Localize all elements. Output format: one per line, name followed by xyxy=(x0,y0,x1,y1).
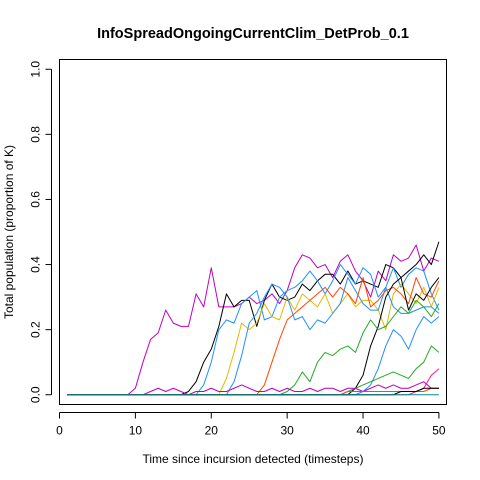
plot-frame xyxy=(59,59,447,405)
series-line-11 xyxy=(67,381,439,396)
x-tick-label-3: 30 xyxy=(280,424,294,438)
series-line-3 xyxy=(67,264,440,396)
x-axis-label: Time since incursion detected (timesteps… xyxy=(143,452,364,466)
series-line-8 xyxy=(67,316,440,396)
chart-title: InfoSpreadOngoingCurrentClim_DetProb_0.1 xyxy=(97,26,409,42)
y-tick-label-0: 0.0 xyxy=(29,386,43,403)
series-layer xyxy=(67,241,440,396)
series-line-5 xyxy=(67,277,440,396)
series-line-12 xyxy=(67,368,440,396)
series-line-1 xyxy=(67,244,440,396)
x-tick-label-4: 40 xyxy=(356,424,370,438)
series-line-13 xyxy=(67,387,439,396)
axes-layer: 0 10 20 30 40 50 0.0 0.2 0.4 0.6 0.8 1.0 xyxy=(29,61,446,438)
y-tick-label-2: 0.4 xyxy=(29,256,43,273)
x-tick-label-1: 10 xyxy=(129,424,143,438)
y-tick-label-1: 0.2 xyxy=(29,321,43,338)
y-tick-label-4: 0.8 xyxy=(29,126,43,143)
y-tick-label-3: 0.6 xyxy=(29,191,43,208)
x-tick-label-2: 20 xyxy=(205,424,219,438)
y-tick-label-5: 1.0 xyxy=(29,61,43,78)
x-tick-label-5: 50 xyxy=(432,424,446,438)
x-tick-label-0: 0 xyxy=(56,424,63,438)
y-axis-label: Total population (proportion of K) xyxy=(2,145,16,319)
